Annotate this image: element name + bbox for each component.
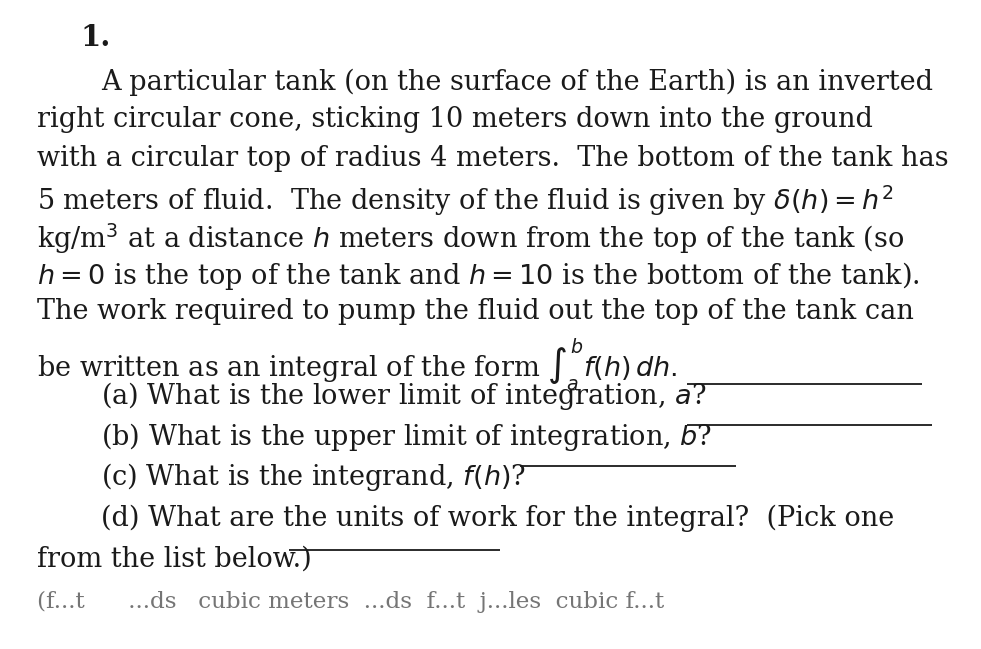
Text: 1.: 1. xyxy=(80,23,111,52)
Text: (f...t      ...ds   cubic meters  ...ds  f...t  j...les  cubic f...t: (f...t ...ds cubic meters ...ds f...t j.… xyxy=(37,591,664,613)
Text: right circular cone, sticking 10 meters down into the ground: right circular cone, sticking 10 meters … xyxy=(37,106,873,134)
Text: kg/m$^3$ at a distance $h$ meters down from the top of the tank (so: kg/m$^3$ at a distance $h$ meters down f… xyxy=(37,221,904,256)
Text: with a circular top of radius 4 meters.  The bottom of the tank has: with a circular top of radius 4 meters. … xyxy=(37,145,949,172)
Text: (a) What is the lower limit of integration, $a$?: (a) What is the lower limit of integrati… xyxy=(101,380,706,411)
Text: (c) What is the integrand, $f(h)$?: (c) What is the integrand, $f(h)$? xyxy=(101,461,526,493)
Text: (b) What is the upper limit of integration, $b$?: (b) What is the upper limit of integrati… xyxy=(101,421,712,452)
Text: from the list below.): from the list below.) xyxy=(37,545,312,572)
Text: A particular tank (on the surface of the Earth) is an inverted: A particular tank (on the surface of the… xyxy=(101,68,933,95)
Text: be written as an integral of the form $\int_a^b f(h)\,dh.$: be written as an integral of the form $\… xyxy=(37,336,678,393)
Text: 5 meters of fluid.  The density of the fluid is given by $\delta(h) = h^2$: 5 meters of fluid. The density of the fl… xyxy=(37,183,894,217)
Text: $h = 0$ is the top of the tank and $h = 10$ is the bottom of the tank).: $h = 0$ is the top of the tank and $h = … xyxy=(37,260,920,291)
Text: (d) What are the units of work for the integral?  (Pick one: (d) What are the units of work for the i… xyxy=(101,504,895,532)
Text: The work required to pump the fluid out the top of the tank can: The work required to pump the fluid out … xyxy=(37,298,914,325)
